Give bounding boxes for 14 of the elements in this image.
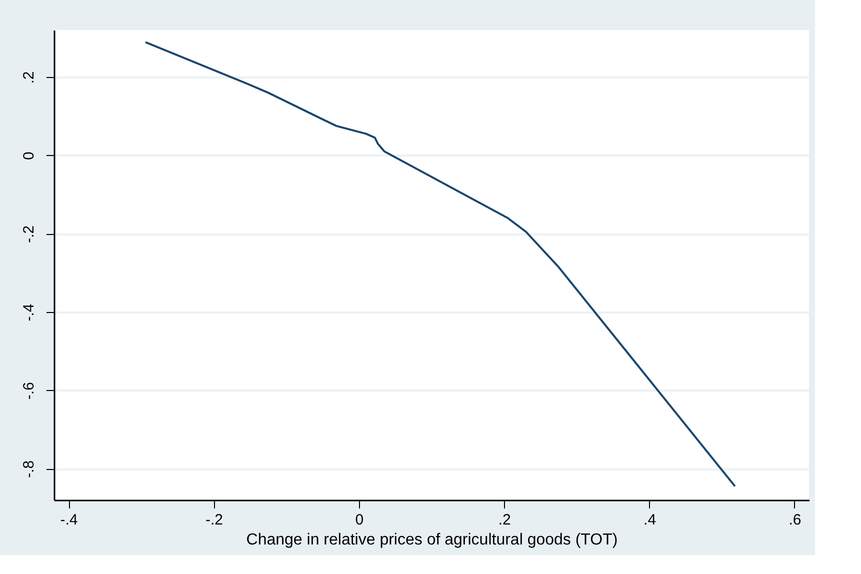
y-tick-label: -.6 bbox=[20, 382, 38, 400]
y-tick-label: 0 bbox=[20, 152, 38, 160]
y-tick-label: -.2 bbox=[20, 225, 38, 243]
x-tick-label: .4 bbox=[644, 512, 656, 528]
y-tick-label: -.8 bbox=[20, 460, 38, 478]
y-tick-label: -.4 bbox=[20, 304, 38, 322]
x-tick-label: 0 bbox=[355, 512, 364, 528]
line-series bbox=[144, 41, 736, 488]
x-tick-label: .6 bbox=[788, 512, 802, 528]
x-tick-label: .2 bbox=[498, 512, 511, 528]
x-tick-label: -.4 bbox=[60, 512, 78, 528]
x-tick-label: -.2 bbox=[205, 512, 223, 528]
y-tick-label: .2 bbox=[20, 71, 38, 84]
x-axis-title: Change in relative prices of agricultural goods (TOT) bbox=[246, 532, 618, 548]
